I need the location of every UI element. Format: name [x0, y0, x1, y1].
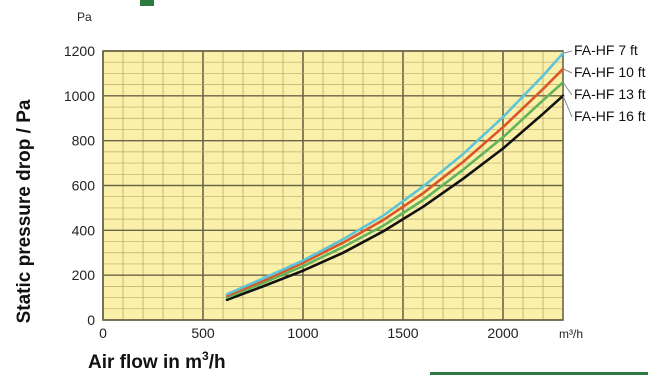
- x-tick-labels: 0 500 1000 1500 2000: [99, 325, 519, 341]
- series-lines: [225, 51, 565, 302]
- x-tick-label: 2000: [487, 325, 518, 341]
- y-tick-label: 800: [72, 133, 96, 149]
- legend-leader-line: [562, 68, 573, 74]
- series-line: [225, 51, 565, 296]
- x-tick-label: 0: [99, 325, 107, 341]
- y-tick-labels: 0 200 400 600 800 1000 1200: [64, 43, 95, 328]
- x-axis-title: Air flow in m3/h: [88, 349, 226, 373]
- footer-accent-bar: [430, 372, 648, 375]
- x-axis-title-prefix: Air flow in m: [88, 352, 202, 373]
- legend-leader-line: [562, 50, 573, 54]
- series-line: [225, 81, 565, 299]
- y-tick-label: 1000: [64, 88, 95, 104]
- grid: [102, 50, 564, 321]
- header-accent-bar: [140, 0, 154, 6]
- legend-entry: FA-HF 16 ft: [574, 108, 646, 124]
- y-tick-label: 600: [72, 178, 96, 194]
- plot-frame: [102, 50, 564, 321]
- y-tick-label: 400: [72, 222, 96, 238]
- x-tick-label: 1000: [287, 325, 318, 341]
- y-unit-label: Pa: [77, 10, 92, 24]
- legend-entry: FA-HF 13 ft: [574, 86, 646, 102]
- x-axis-title-superscript: 3: [202, 349, 209, 363]
- x-tick-label: 1500: [387, 325, 418, 341]
- legend: FA-HF 7 ft FA-HF 10 ft FA-HF 13 ft FA-HF 16…: [562, 42, 646, 124]
- legend-leader-line: [562, 82, 573, 96]
- legend-entry: FA-HF 10 ft: [574, 64, 646, 80]
- y-tick-label: 200: [72, 267, 96, 283]
- x-unit-label: m³/h: [559, 327, 583, 341]
- series-line: [225, 67, 565, 298]
- y-tick-label: 0: [87, 312, 95, 328]
- x-axis-title-suffix: /h: [209, 352, 226, 373]
- y-axis-title: Static pressure drop / Pa: [14, 99, 35, 323]
- x-tick-label: 500: [191, 325, 215, 341]
- legend-leader-line: [562, 95, 573, 118]
- series-line: [225, 94, 565, 302]
- legend-entry: FA-HF 7 ft: [574, 42, 638, 58]
- y-tick-label: 1200: [64, 43, 95, 59]
